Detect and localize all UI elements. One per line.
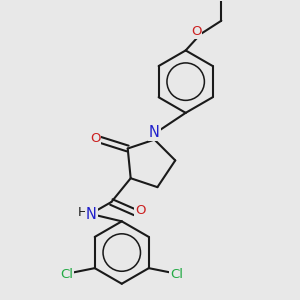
Text: N: N xyxy=(86,207,97,222)
Text: O: O xyxy=(191,25,201,38)
Text: O: O xyxy=(90,132,100,145)
Text: Cl: Cl xyxy=(60,268,73,281)
Text: O: O xyxy=(135,204,146,218)
Text: Cl: Cl xyxy=(170,268,184,281)
Text: N: N xyxy=(149,125,160,140)
Text: H: H xyxy=(77,206,87,219)
